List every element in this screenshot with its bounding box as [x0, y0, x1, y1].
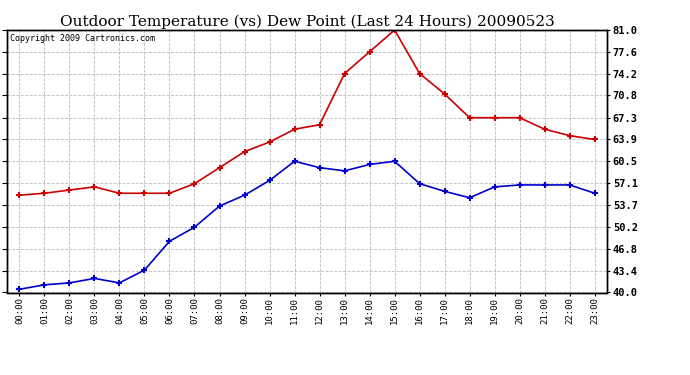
Text: Copyright 2009 Cartronics.com: Copyright 2009 Cartronics.com — [10, 34, 155, 43]
Title: Outdoor Temperature (vs) Dew Point (Last 24 Hours) 20090523: Outdoor Temperature (vs) Dew Point (Last… — [59, 15, 555, 29]
